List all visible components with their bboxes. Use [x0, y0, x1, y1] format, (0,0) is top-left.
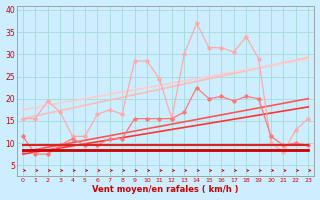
X-axis label: Vent moyen/en rafales ( km/h ): Vent moyen/en rafales ( km/h )	[92, 185, 239, 194]
